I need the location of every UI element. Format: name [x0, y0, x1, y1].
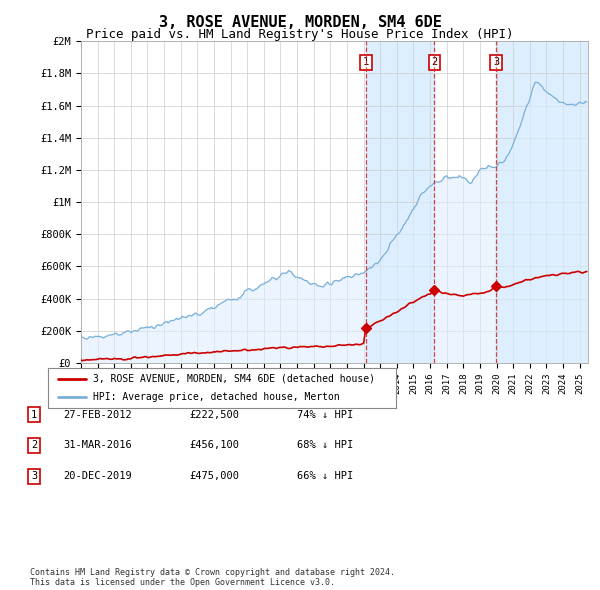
Text: 2: 2 [431, 57, 437, 67]
Text: 27-FEB-2012: 27-FEB-2012 [63, 410, 132, 419]
Text: 3, ROSE AVENUE, MORDEN, SM4 6DE (detached house): 3, ROSE AVENUE, MORDEN, SM4 6DE (detache… [93, 374, 375, 384]
Text: 20-DEC-2019: 20-DEC-2019 [63, 471, 132, 481]
Text: £475,000: £475,000 [189, 471, 239, 481]
Text: HPI: Average price, detached house, Merton: HPI: Average price, detached house, Mert… [93, 392, 340, 402]
Bar [366, 41, 434, 363]
Text: 66% ↓ HPI: 66% ↓ HPI [297, 471, 353, 481]
Text: 1: 1 [31, 410, 37, 419]
Text: Contains HM Land Registry data © Crown copyright and database right 2024.
This d: Contains HM Land Registry data © Crown c… [30, 568, 395, 587]
Text: 31-MAR-2016: 31-MAR-2016 [63, 441, 132, 450]
Text: 3: 3 [493, 57, 499, 67]
Text: 68% ↓ HPI: 68% ↓ HPI [297, 441, 353, 450]
Text: 74% ↓ HPI: 74% ↓ HPI [297, 410, 353, 419]
Bar [496, 41, 588, 363]
Text: 3, ROSE AVENUE, MORDEN, SM4 6DE: 3, ROSE AVENUE, MORDEN, SM4 6DE [158, 15, 442, 30]
Text: Price paid vs. HM Land Registry's House Price Index (HPI): Price paid vs. HM Land Registry's House … [86, 28, 514, 41]
Text: 2: 2 [31, 441, 37, 450]
Text: £456,100: £456,100 [189, 441, 239, 450]
Text: 3: 3 [31, 471, 37, 481]
Text: 1: 1 [363, 57, 369, 67]
Text: £222,500: £222,500 [189, 410, 239, 419]
